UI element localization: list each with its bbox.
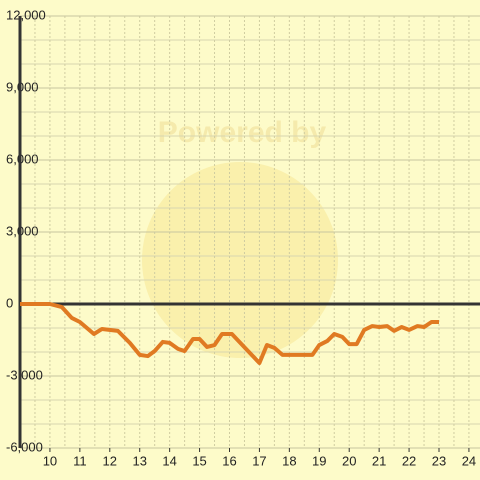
x-tick-label: 17	[252, 453, 266, 468]
data-line	[20, 302, 439, 366]
x-tick-label: 24	[462, 453, 476, 468]
x-tick-label: 21	[372, 453, 386, 468]
x-tick-label: 19	[312, 453, 326, 468]
y-tick-label: -6,000	[6, 439, 43, 454]
x-tick-label: 12	[103, 453, 117, 468]
x-tick-label: 18	[282, 453, 296, 468]
watermark-logo	[142, 162, 338, 358]
y-tick-label: 12,000	[6, 7, 46, 22]
y-tick-label: 0	[6, 295, 13, 310]
x-tick-label: 14	[162, 453, 176, 468]
y-tick-label: 6,000	[6, 151, 39, 166]
x-tick-label: 20	[342, 453, 356, 468]
x-tick-label: 22	[402, 453, 416, 468]
watermark: Powered by	[158, 116, 327, 149]
y-tick-label: 3,000	[6, 223, 39, 238]
x-tick-label: 11	[73, 453, 87, 468]
x-tick-label: 23	[432, 453, 446, 468]
x-tick-label: 13	[132, 453, 146, 468]
x-tick-label: 10	[43, 453, 57, 468]
x-tick-label: 15	[192, 453, 206, 468]
y-tick-label: 9,000	[6, 79, 39, 94]
y-tick-label: -3,000	[6, 367, 43, 382]
x-tick-label: 16	[222, 453, 236, 468]
